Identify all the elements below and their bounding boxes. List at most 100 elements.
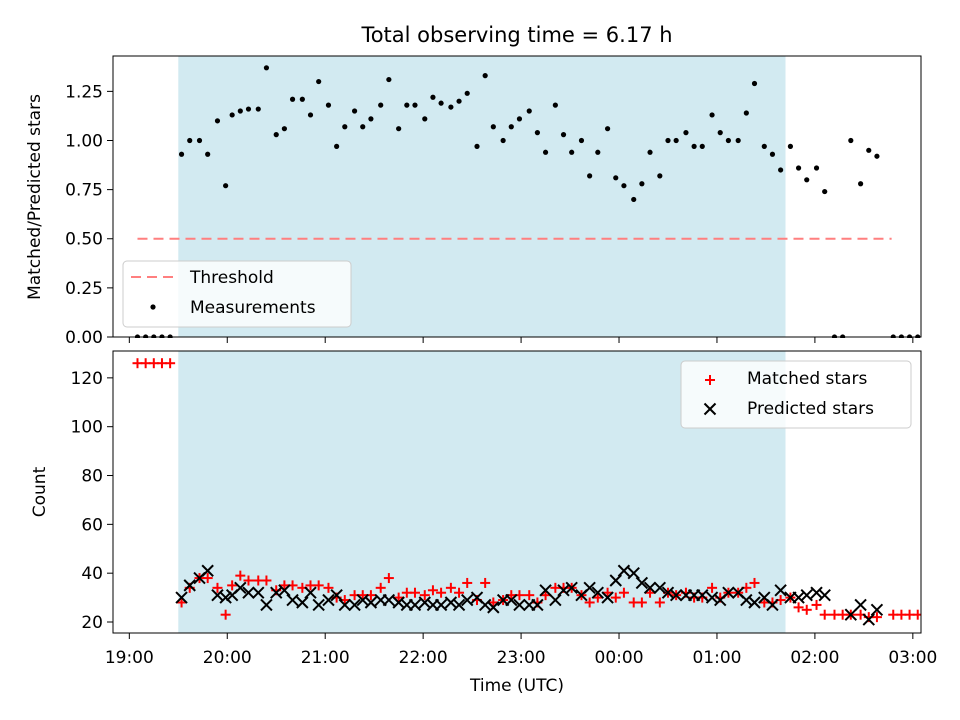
measurement-point xyxy=(237,108,243,114)
measurement-point xyxy=(360,124,366,130)
predicted-star-point xyxy=(617,564,631,577)
matched-star-point xyxy=(261,575,272,586)
measurement-point xyxy=(263,65,270,71)
measurement-point xyxy=(735,137,741,144)
matched-star-point xyxy=(811,599,822,610)
predicted-star-point xyxy=(478,598,492,612)
measurement-point xyxy=(751,80,758,87)
predicted-star-point xyxy=(810,586,823,599)
measurement-point xyxy=(289,96,296,102)
matched-star-point xyxy=(427,585,438,596)
measurement-point xyxy=(482,73,488,79)
measurement-point xyxy=(516,116,523,122)
matched-star-point xyxy=(480,577,491,588)
measurement-point xyxy=(214,118,221,124)
measurement-point xyxy=(422,116,428,122)
matched-star-point xyxy=(645,587,656,598)
legend-threshold-label: Threshold xyxy=(189,268,274,288)
predicted-star-point xyxy=(278,584,291,597)
predicted-star-point xyxy=(348,598,361,612)
ratio-y-tick-label: 0.50 xyxy=(65,230,103,250)
predicted-star-point xyxy=(183,579,196,592)
predicted-star-point xyxy=(531,598,544,612)
predicted-star-point xyxy=(434,598,448,612)
ratio-y-axis-label: Matched/Predicted stars xyxy=(25,94,45,300)
measurement-point xyxy=(822,188,828,195)
predicted-star-point xyxy=(800,588,813,602)
predicted-star-point xyxy=(539,584,552,597)
measurement-point xyxy=(691,143,697,149)
matched-star-point xyxy=(454,587,465,598)
measurement-point xyxy=(787,143,794,149)
measurement-point xyxy=(351,108,358,114)
measurement-point xyxy=(631,196,637,203)
measurement-point xyxy=(604,126,611,132)
legend-predicted-swatch xyxy=(703,402,717,416)
measurement-point xyxy=(187,137,193,144)
measurement-point xyxy=(761,143,767,149)
measurement-point xyxy=(299,96,305,102)
matched-star-point xyxy=(654,597,665,608)
measurement-point xyxy=(569,149,575,155)
predicted-star-point xyxy=(870,603,884,617)
predicted-star-point xyxy=(705,591,719,604)
legend-measurements-swatch xyxy=(150,304,156,310)
matched-star-point xyxy=(819,609,830,620)
matched-star-point xyxy=(243,575,254,586)
predicted-star-point xyxy=(234,581,247,595)
ratio-legend-box xyxy=(122,260,352,328)
chart-title: Total observing time = 6.17 h xyxy=(360,23,672,47)
measurement-point xyxy=(578,137,585,144)
predicted-star-point xyxy=(643,581,657,595)
count-y-axis: 20 40 60 80 100 120 xyxy=(71,369,113,633)
predicted-star-point xyxy=(696,588,709,602)
matched-star-point xyxy=(749,577,760,588)
matched-star-point xyxy=(871,612,882,623)
predicted-star-point xyxy=(854,598,867,612)
predicted-stars-points xyxy=(175,564,884,626)
time-x-tick-label: 20:00 xyxy=(203,648,252,668)
predicted-star-point xyxy=(252,586,265,599)
count-panel: 20 40 60 80 100 120 19:00 20:00 21:00 22:00 23:00… xyxy=(30,350,937,696)
matched-star-point xyxy=(202,573,213,584)
measurement-point xyxy=(281,126,287,132)
predicted-star-point xyxy=(296,596,309,609)
measurement-point xyxy=(534,130,541,136)
measurement-point xyxy=(813,165,820,171)
measurement-point xyxy=(307,112,314,118)
predicted-star-point xyxy=(505,593,518,607)
predicted-star-point xyxy=(565,581,578,595)
measurement-point xyxy=(386,76,392,83)
matched-star-point xyxy=(419,590,430,601)
count-legend-box xyxy=(680,360,912,429)
count-y-tick-label: 80 xyxy=(81,467,103,487)
measurement-point xyxy=(858,181,864,187)
measurement-point xyxy=(438,100,444,106)
ratio-y-tick-label: 0.00 xyxy=(65,328,103,348)
predicted-star-point xyxy=(270,586,283,599)
matched-star-point xyxy=(610,592,621,603)
measurement-point xyxy=(396,126,402,132)
time-x-tick-label: 00:00 xyxy=(595,648,644,668)
predicted-star-point xyxy=(175,591,188,604)
measurement-point xyxy=(368,116,374,122)
predicted-star-point xyxy=(740,593,753,607)
count-y-tick-label: 20 xyxy=(81,613,103,633)
matched-star-point xyxy=(445,582,456,593)
ratio-y-tick-label: 0.25 xyxy=(65,279,103,299)
predicted-star-point xyxy=(661,586,675,599)
matched-star-point xyxy=(436,587,447,598)
time-x-axis-label: Time (UTC) xyxy=(469,676,564,696)
legend-predicted-marker xyxy=(703,402,717,416)
predicted-star-point xyxy=(583,581,596,595)
measurement-point xyxy=(196,137,203,144)
predicted-star-point xyxy=(312,598,325,612)
predicted-star-point xyxy=(452,598,466,612)
predicted-star-point xyxy=(766,598,779,612)
ratio-legend: Threshold Measurements xyxy=(122,260,352,328)
measurement-point xyxy=(673,137,679,144)
ratio-plot-frame xyxy=(112,55,922,338)
measurement-point xyxy=(769,151,776,157)
matched-star-point xyxy=(602,587,613,598)
predicted-star-point xyxy=(242,586,255,599)
